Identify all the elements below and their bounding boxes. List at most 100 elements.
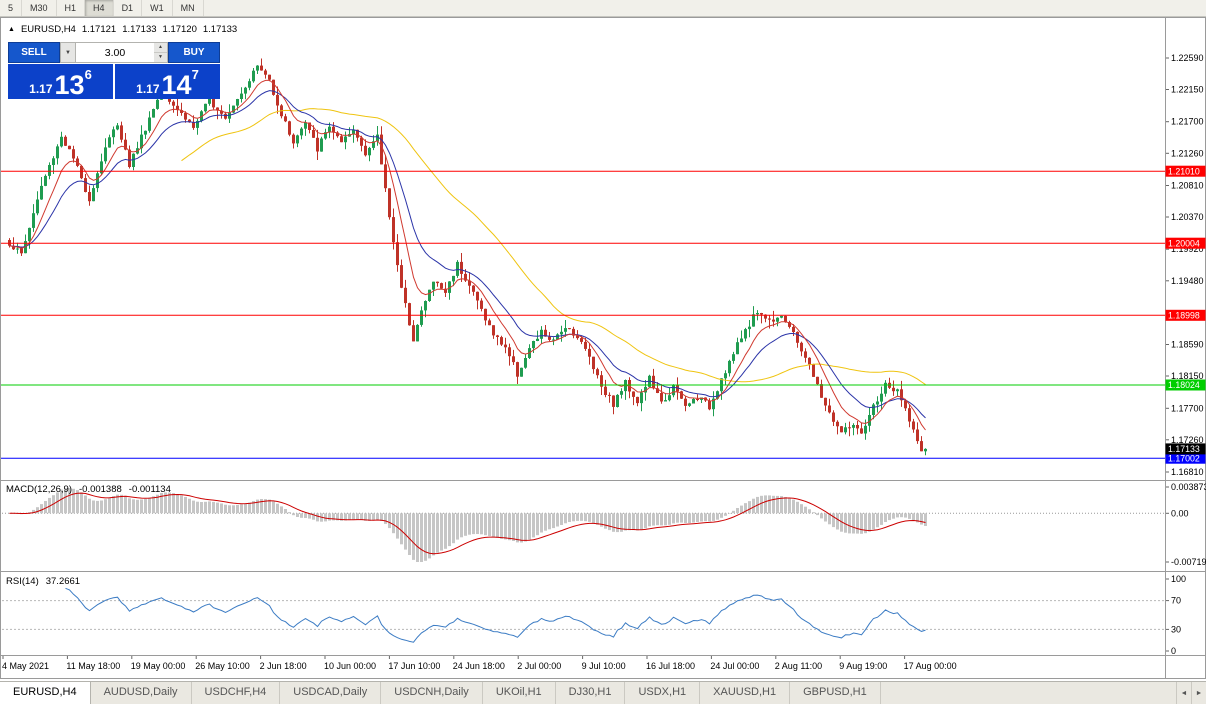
- svg-text:24 Jun 18:00: 24 Jun 18:00: [453, 661, 505, 671]
- quote-high: 1.17133: [122, 24, 157, 35]
- svg-text:0: 0: [1171, 646, 1176, 656]
- quote-symbol: EURUSD,H4: [20, 24, 76, 35]
- svg-text:-0.00719: -0.00719: [1171, 557, 1206, 567]
- chart-tab-usdcnh[interactable]: USDCNH,Daily: [381, 682, 483, 704]
- svg-text:1.17002: 1.17002: [1168, 453, 1200, 463]
- price-scale: 1.22590 1.22150 1.21700 1.21260 1.20810 1.203…: [1165, 53, 1206, 656]
- svg-text:9 Jul 10:00: 9 Jul 10:00: [582, 661, 626, 671]
- svg-text:26 May 10:00: 26 May 10:00: [195, 661, 250, 671]
- tab-scroll-controls: ◄ ►: [1176, 682, 1206, 704]
- svg-text:0.003873: 0.003873: [1171, 482, 1206, 492]
- svg-text:19 May 00:00: 19 May 00:00: [131, 661, 186, 671]
- buy-button[interactable]: BUY: [168, 42, 220, 63]
- svg-text:9 Aug 19:00: 9 Aug 19:00: [839, 661, 887, 671]
- timeframe-button-h1[interactable]: H1: [57, 0, 86, 16]
- price-scale-label: [1165, 237, 1206, 249]
- timeframe-button-mn[interactable]: MN: [173, 0, 204, 16]
- quote-open: 1.17121: [81, 24, 117, 35]
- quote-close: 1.17133: [202, 24, 238, 35]
- chart-tab-bar: EURUSD,H4 AUDUSD,Daily USDCHF,H4 USDCAD,Dai…: [0, 681, 1206, 704]
- svg-text:1.21700: 1.21700: [1171, 117, 1204, 127]
- ma-line-slow-sma: [181, 108, 926, 386]
- svg-text:1.18150: 1.18150: [1171, 371, 1204, 381]
- buy-price-base: 1.17: [136, 81, 160, 96]
- buy-price-pip: 7: [191, 67, 199, 82]
- macd-signal-line: [9, 492, 926, 555]
- svg-text:1.20810: 1.20810: [1171, 181, 1204, 191]
- chevron-down-icon: ▼: [65, 49, 71, 56]
- chart-tab-dj30[interactable]: DJ30,H1: [556, 682, 626, 704]
- svg-text:1.22150: 1.22150: [1171, 85, 1204, 95]
- svg-text:1.17700: 1.17700: [1171, 403, 1204, 413]
- price-scale-label: [1165, 309, 1206, 321]
- ma-line-fast-ema: [9, 79, 926, 431]
- quote-header: ▲ EURUSD,H4 1.17121 1.17133 1.17120 1.17…: [8, 24, 237, 35]
- chart-tab-audusd[interactable]: AUDUSD,Daily: [91, 682, 192, 704]
- spinner-down-button[interactable]: ▼: [154, 52, 167, 62]
- svg-text:1.18998: 1.18998: [1168, 311, 1200, 321]
- tab-scroll-right-button[interactable]: ►: [1191, 682, 1206, 704]
- sell-button[interactable]: SELL: [8, 42, 60, 63]
- svg-text:1.22590: 1.22590: [1171, 53, 1204, 63]
- chart-tab-strip: EURUSD,H4 AUDUSD,Daily USDCHF,H4 USDCAD,Dai…: [0, 682, 881, 704]
- svg-text:1.20004: 1.20004: [1168, 238, 1200, 248]
- chevron-up-icon: ▲: [158, 44, 163, 50]
- chart-tab-usdcad[interactable]: USDCAD,Daily: [280, 682, 382, 704]
- rsi-title: RSI(14): [6, 576, 39, 587]
- chart-tab-gbpusd[interactable]: GBPUSD,H1: [790, 682, 881, 704]
- svg-text:4 May 2021: 4 May 2021: [2, 661, 49, 671]
- svg-text:1.19480: 1.19480: [1171, 276, 1204, 286]
- volume-decrease-button[interactable]: ▼: [60, 42, 76, 63]
- price-scale-label: [1165, 452, 1206, 464]
- svg-text:1.19920: 1.19920: [1171, 244, 1204, 254]
- svg-text:1.18024: 1.18024: [1168, 380, 1200, 390]
- svg-text:30: 30: [1171, 624, 1181, 634]
- svg-text:2 Aug 11:00: 2 Aug 11:00: [775, 661, 822, 671]
- svg-text:1.16810: 1.16810: [1171, 467, 1204, 477]
- volume-spinner: ▲ ▼: [154, 42, 168, 63]
- candlesticks: [8, 58, 927, 456]
- arrow-right-icon: ►: [1195, 689, 1203, 697]
- volume-input[interactable]: [76, 42, 154, 63]
- svg-text:11 May 18:00: 11 May 18:00: [66, 661, 120, 671]
- svg-text:1.21010: 1.21010: [1168, 166, 1200, 176]
- price-scale-label: [1165, 379, 1206, 391]
- svg-text:100: 100: [1171, 574, 1186, 584]
- svg-text:70: 70: [1171, 596, 1181, 606]
- time-axis: 4 May 2021 11 May 18:00 19 May 00:00 26 May…: [2, 656, 957, 671]
- macd-indicator-label: MACD(12,26,9) -0.001388 -0.001134: [6, 484, 171, 495]
- sell-price-big: 13: [54, 69, 85, 100]
- chart-tab-xauusd[interactable]: XAUUSD,H1: [700, 682, 791, 704]
- svg-text:1.21260: 1.21260: [1171, 148, 1204, 158]
- svg-text:17 Jun 10:00: 17 Jun 10:00: [388, 661, 440, 671]
- sell-price-display[interactable]: 1.17 13 6: [8, 64, 113, 99]
- spinner-up-button[interactable]: ▲: [154, 43, 167, 52]
- timeframe-toolbar: 5 M30 H1 H4 D1 W1 MN: [0, 0, 1206, 17]
- timeframe-button-5[interactable]: 5: [0, 0, 23, 16]
- timeframe-button-m30[interactable]: M30: [22, 0, 57, 16]
- quote-low: 1.17120: [162, 24, 197, 35]
- svg-text:1.18590: 1.18590: [1171, 340, 1204, 350]
- symbol-up-arrow-icon: ▲: [8, 26, 15, 33]
- svg-text:17 Aug 00:00: 17 Aug 00:00: [904, 661, 957, 671]
- timeframe-button-w1[interactable]: W1: [142, 0, 173, 16]
- svg-text:10 Jun 00:00: 10 Jun 00:00: [324, 661, 376, 671]
- macd-histogram: [8, 488, 927, 562]
- chart-window-border: [0, 17, 1206, 679]
- svg-text:1.17133: 1.17133: [1168, 444, 1200, 454]
- chart-tab-ukoil[interactable]: UKOil,H1: [483, 682, 556, 704]
- tab-scroll-left-button[interactable]: ◄: [1176, 682, 1191, 704]
- svg-text:16 Jul 18:00: 16 Jul 18:00: [646, 661, 695, 671]
- macd-signal-value: -0.001134: [128, 484, 171, 495]
- ma-line-mid-ema: [9, 90, 926, 419]
- chart-tab-usdx[interactable]: USDX,H1: [625, 682, 701, 704]
- chevron-down-icon: ▼: [158, 54, 163, 60]
- timeframe-button-h4[interactable]: H4: [85, 0, 114, 16]
- timeframe-button-d1[interactable]: D1: [114, 0, 143, 16]
- chart-tab-eurusd[interactable]: EURUSD,H4: [0, 682, 91, 704]
- buy-price-display[interactable]: 1.17 14 7: [115, 64, 220, 99]
- chart-tab-usdchf[interactable]: USDCHF,H4: [192, 682, 281, 704]
- rsi-value: 37.2661: [45, 576, 81, 587]
- macd-title: MACD(12,26,9): [6, 484, 72, 495]
